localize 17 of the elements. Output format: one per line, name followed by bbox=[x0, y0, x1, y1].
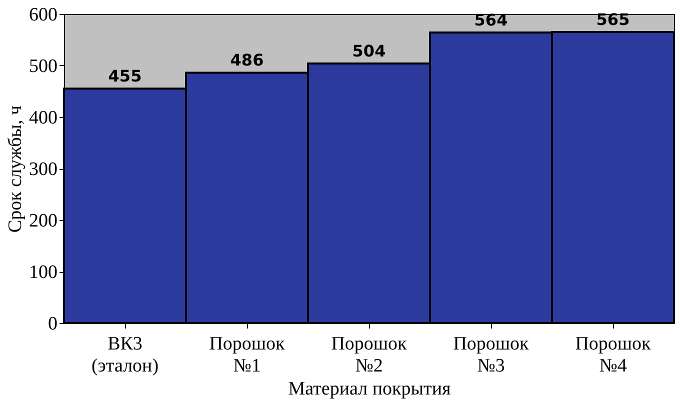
y-tick-label: 400 bbox=[29, 108, 58, 128]
y-tick-label: 0 bbox=[48, 314, 58, 334]
x-tick-label: Порошок №1 bbox=[209, 334, 286, 376]
y-tick-label: 200 bbox=[29, 210, 58, 232]
y-tick-label: 300 bbox=[29, 159, 58, 180]
y-tick-label: 100 bbox=[29, 262, 58, 283]
x-tick-label: Порошок №4 bbox=[575, 334, 652, 376]
x-axis-title: Материал покрытия bbox=[288, 378, 451, 400]
y-tick-label: 500 bbox=[29, 56, 58, 77]
data-label: 504 bbox=[352, 41, 386, 60]
y-axis-title: Срок службы, ч bbox=[5, 104, 26, 233]
x-tick-label: Порошок №2 bbox=[331, 334, 408, 376]
data-label: 486 bbox=[230, 50, 264, 70]
x-tick-label: Порошок №3 bbox=[453, 334, 530, 376]
x-tick-label: ВК3 (эталон) bbox=[91, 334, 159, 376]
y-tick-label: 600 bbox=[29, 4, 58, 26]
data-label: 455 bbox=[108, 66, 142, 86]
